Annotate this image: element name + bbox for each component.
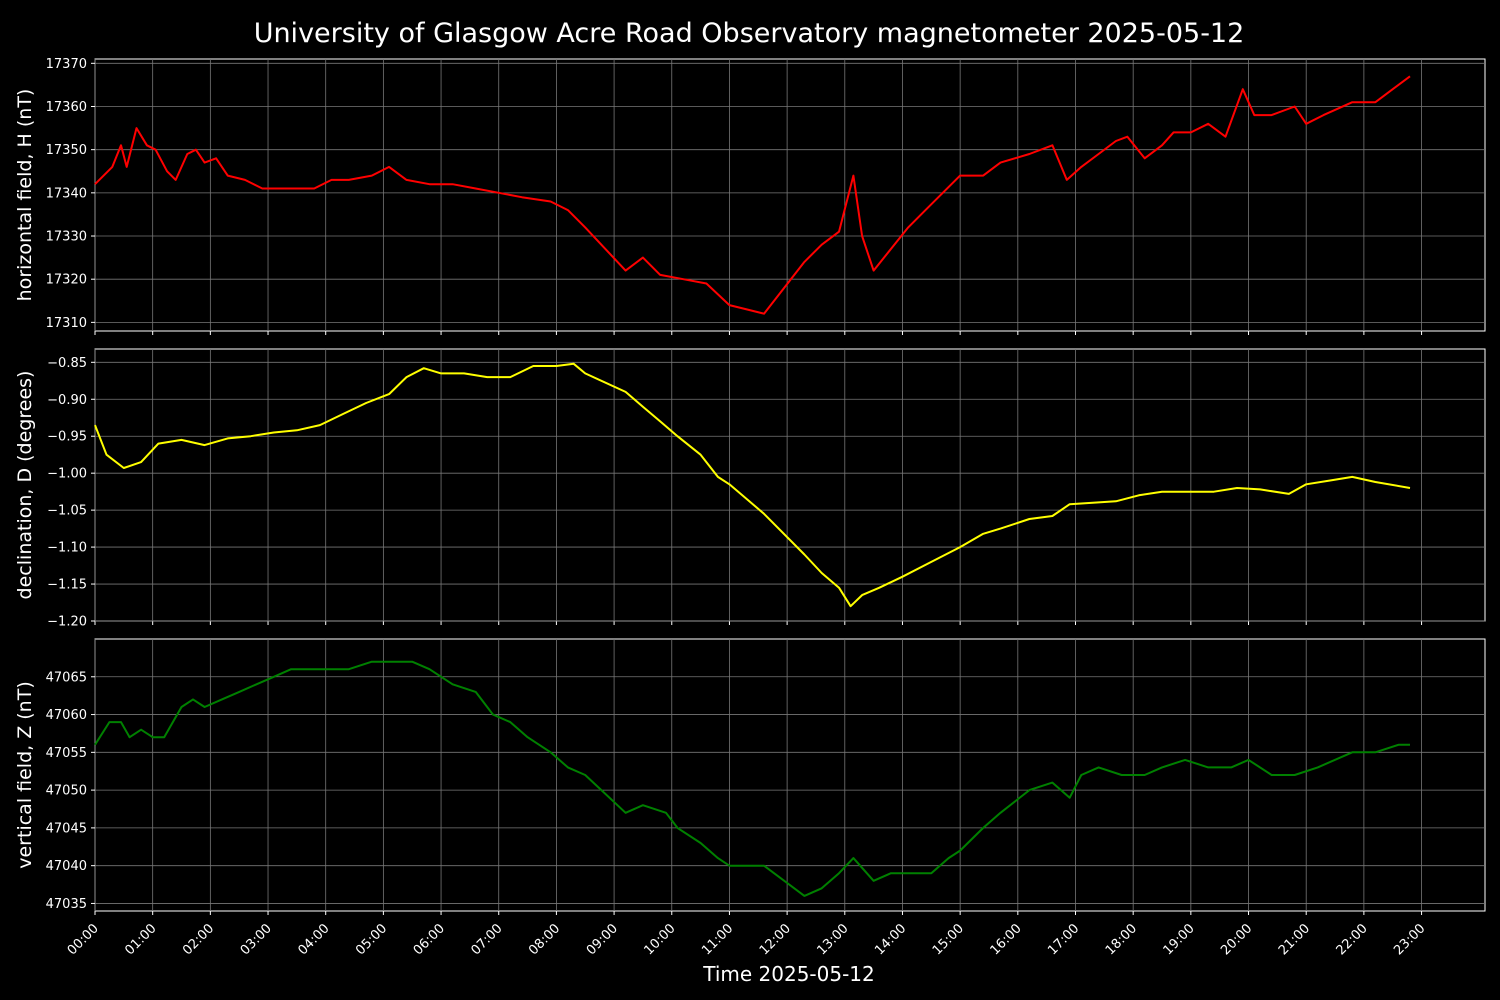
x-tick-label: 12:00 <box>757 921 794 958</box>
y-tick-label: −0.95 <box>47 430 87 445</box>
y-axis-label-d: declination, D (degrees) <box>14 371 36 600</box>
y-axis-label-h: horizontal field, H (nT) <box>14 89 36 302</box>
x-tick-label: 23:00 <box>1391 921 1428 958</box>
x-tick-label: 13:00 <box>815 921 852 958</box>
x-tick-label: 07:00 <box>468 921 505 958</box>
x-tick-label: 17:00 <box>1045 921 1082 958</box>
plot-area-h <box>94 58 1486 332</box>
plot-area-d <box>94 348 1486 622</box>
y-tick-label: 47045 <box>46 821 87 836</box>
y-tick-label: −1.00 <box>47 467 87 482</box>
panel-z: 47035 47040 47045 47050 47055 47060 47065 verti… <box>14 638 1486 915</box>
x-tick-label: 01:00 <box>122 921 159 958</box>
y-tick-label: −0.85 <box>47 356 87 371</box>
x-tick-label: 15:00 <box>930 921 967 958</box>
x-tick-label: 18:00 <box>1103 921 1140 958</box>
y-tick-label: −0.90 <box>47 393 87 408</box>
y-axis-label-z: vertical field, Z (nT) <box>14 681 36 869</box>
y-tick-label: 17330 <box>46 230 87 245</box>
x-tick-label: 14:00 <box>872 921 909 958</box>
chart-title: University of Glasgow Acre Road Observat… <box>254 18 1245 49</box>
x-tick-label: 03:00 <box>238 921 275 958</box>
y-tick-label: 17370 <box>46 57 87 72</box>
y-tick-label: 17350 <box>46 143 87 158</box>
x-tick-label: 09:00 <box>584 921 621 958</box>
x-tick-label: 06:00 <box>411 921 448 958</box>
y-tick-label: −1.05 <box>47 504 87 519</box>
y-tick-label: 47055 <box>46 746 87 761</box>
y-tick-label: 47050 <box>46 784 87 799</box>
x-tick-label: 08:00 <box>526 921 563 958</box>
series-line-z <box>94 660 1410 897</box>
y-tick-label: −1.15 <box>47 578 87 593</box>
y-tick-label: 47035 <box>46 897 87 912</box>
y-tick-label: 47065 <box>46 670 87 685</box>
x-tick-label: 22:00 <box>1334 921 1371 958</box>
y-tick-label: −1.10 <box>47 541 87 556</box>
x-tick-label: 02:00 <box>180 921 217 958</box>
series-line-d <box>94 362 1411 608</box>
y-tick-label: 17320 <box>46 273 87 288</box>
x-tick-label: 00:00 <box>65 921 102 958</box>
x-tick-label: 21:00 <box>1276 921 1313 958</box>
x-tick-label: 04:00 <box>295 921 332 958</box>
x-axis-label: Time 2025-05-12 <box>702 962 875 986</box>
x-tick-label: 11:00 <box>699 921 736 958</box>
x-tick-label: 20:00 <box>1218 921 1255 958</box>
y-tick-label: 47060 <box>46 708 87 723</box>
series-line-h <box>94 75 1411 315</box>
y-tick-label: 47040 <box>46 859 87 874</box>
x-tick-label: 05:00 <box>353 921 390 958</box>
x-tick-label: 16:00 <box>988 921 1025 958</box>
panel-d: −1.20 −1.15 −1.10 −1.05 −1.00 −0.95 −0.90 −0.85… <box>14 348 1486 630</box>
x-tick-label: 10:00 <box>641 921 678 958</box>
y-tick-label: 17310 <box>46 316 87 331</box>
x-tick-label: 19:00 <box>1161 921 1198 958</box>
y-tick-label: 17360 <box>46 100 87 115</box>
y-tick-label: 17340 <box>46 186 87 201</box>
panel-h: 17310 17320 17330 17340 17350 17360 17370 horiz… <box>14 57 1486 335</box>
y-tick-label: −1.20 <box>47 615 87 630</box>
